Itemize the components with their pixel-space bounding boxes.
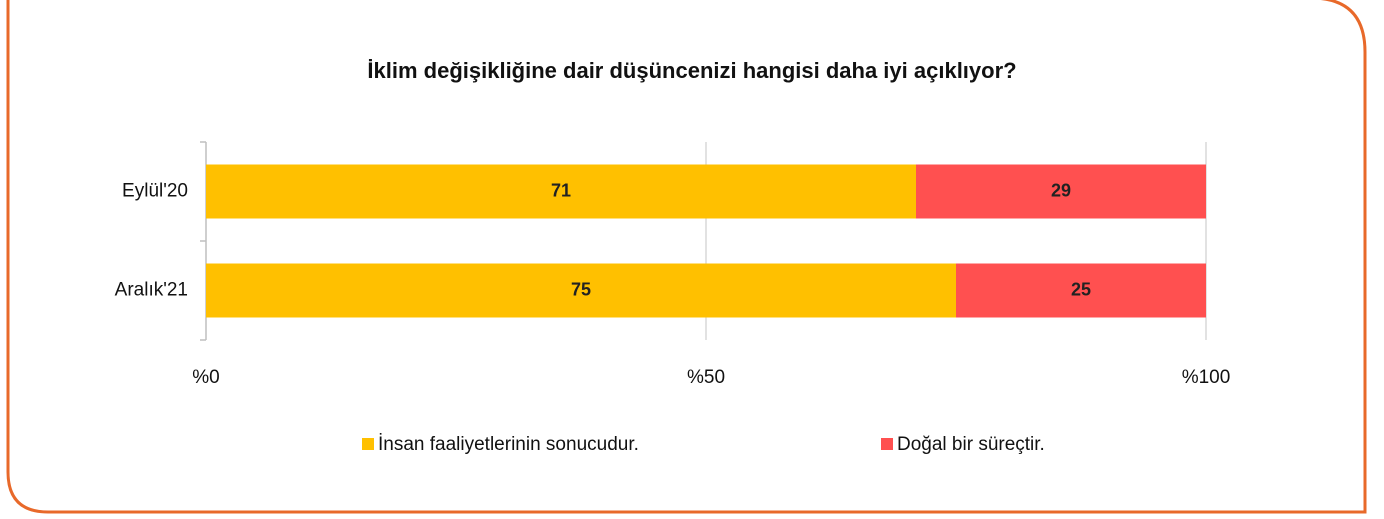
x-tick-label: %100 <box>1182 367 1231 388</box>
data-label: 29 <box>1051 180 1071 200</box>
bar-segment <box>206 263 956 318</box>
legend-label: İnsan faaliyetlerinin sonucudur. <box>378 434 639 455</box>
bar-segment <box>916 164 1206 219</box>
x-tick-label: %0 <box>192 367 219 388</box>
data-label: 75 <box>571 279 591 299</box>
y-tick-label: Aralık'21 <box>115 280 188 301</box>
bar-segment <box>206 164 916 219</box>
legend-label: Doğal bir süreçtir. <box>897 434 1045 455</box>
legend-swatch <box>362 438 374 450</box>
chart-title: İklim değişikliğine dair düşüncenizi han… <box>367 58 1016 83</box>
legend-swatch <box>881 438 893 450</box>
bar-segment <box>956 263 1206 318</box>
x-tick-label: %50 <box>687 367 725 388</box>
y-tick-label: Eylül'20 <box>122 181 188 202</box>
data-label: 71 <box>551 180 571 200</box>
data-label: 25 <box>1071 279 1091 299</box>
frame <box>6 0 1367 514</box>
